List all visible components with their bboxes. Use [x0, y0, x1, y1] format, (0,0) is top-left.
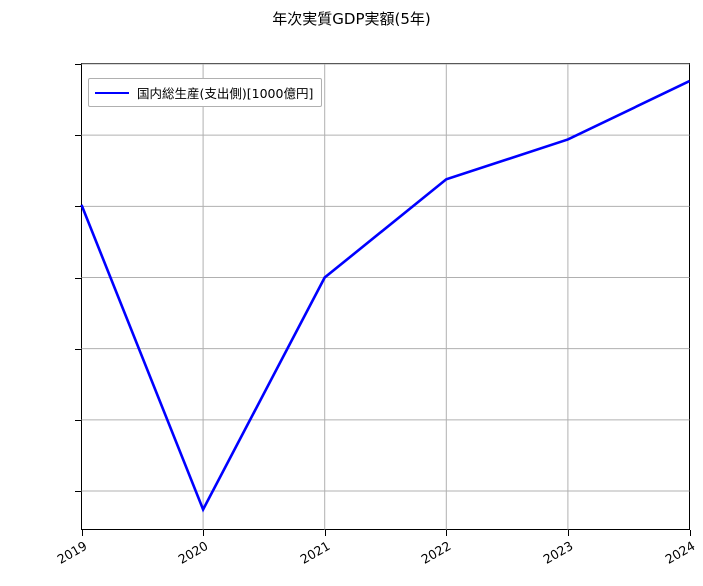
plot-area — [81, 63, 690, 530]
y-axis-tick-mark — [75, 206, 81, 208]
x-axis-tick-label: 2022 — [418, 538, 454, 567]
chart-legend: 国内総生産(支出側)[1000億円] — [88, 78, 323, 107]
x-axis-tick-mark — [324, 530, 326, 536]
x-axis-tick-label: 2019 — [53, 538, 89, 567]
x-axis-tick-mark — [689, 530, 691, 536]
x-axis-tick-mark — [81, 530, 83, 536]
x-axis-tick-mark — [567, 530, 569, 536]
y-axis-tick-mark — [75, 135, 81, 137]
x-axis-tick-mark — [446, 530, 448, 536]
legend-line-swatch — [95, 91, 129, 94]
legend-label: 国内総生産(支出側)[1000億円] — [137, 86, 314, 101]
y-axis-tick-mark — [75, 348, 81, 350]
y-axis-tick-mark — [75, 419, 81, 421]
x-axis-tick-mark — [203, 530, 205, 536]
x-axis-tick-label: 2024 — [661, 538, 697, 567]
x-axis-tick-label: 2023 — [540, 538, 576, 567]
y-axis-tick-mark — [75, 277, 81, 279]
y-axis-tick-mark — [75, 491, 81, 492]
x-axis-tick-label: 2020 — [175, 538, 211, 567]
y-axis-tick-mark — [75, 64, 81, 65]
chart-title: 年次実質GDP実額(5年) — [272, 10, 431, 28]
x-axis-tick-label: 2021 — [297, 538, 333, 567]
